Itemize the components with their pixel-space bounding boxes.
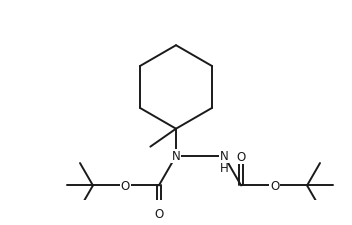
Text: O: O	[270, 179, 279, 192]
Text: O: O	[121, 179, 130, 192]
Text: N: N	[220, 150, 228, 163]
Text: N: N	[172, 150, 180, 163]
Text: O: O	[237, 151, 246, 164]
Text: O: O	[155, 207, 164, 220]
Text: H: H	[220, 161, 229, 174]
